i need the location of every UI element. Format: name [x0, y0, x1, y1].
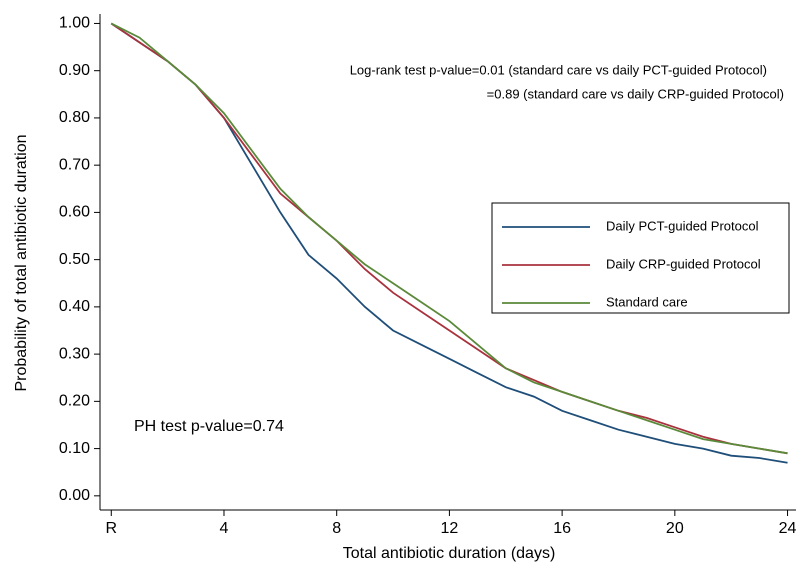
y-tick-label: 0.60	[59, 204, 90, 221]
y-tick-label: 0.10	[59, 440, 90, 457]
annotation: =0.89 (standard care vs daily CRP-guided…	[487, 86, 784, 101]
legend-label: Standard care	[606, 294, 688, 309]
annotation: PH test p-value=0.74	[134, 418, 284, 435]
x-tick-label: 16	[553, 520, 571, 537]
y-tick-label: 0.30	[59, 345, 90, 362]
annotation: Log-rank test p-value=0.01 (standard car…	[350, 62, 767, 77]
y-tick-label: 0.20	[59, 393, 90, 410]
y-tick-label: 0.80	[59, 109, 90, 126]
x-tick-label: 12	[441, 520, 459, 537]
legend-box	[491, 202, 790, 314]
x-tick-label: 24	[779, 520, 797, 537]
series-line	[110, 22, 788, 455]
y-tick-label: 0.90	[59, 62, 90, 79]
x-tick-label: 20	[666, 520, 684, 537]
y-tick-label: 0.70	[59, 156, 90, 173]
y-axis-label: Probability of total antibiotic duration	[13, 134, 30, 391]
y-tick-label: 0.00	[59, 487, 90, 504]
legend-label: Daily CRP-guided Protocol	[606, 256, 761, 271]
series-line	[110, 22, 788, 455]
x-tick-label: R	[105, 520, 117, 537]
x-axis-label: Total antibiotic duration (days)	[343, 545, 556, 562]
y-tick-label: 0.50	[59, 251, 90, 268]
legend-label: Daily PCT-guided Protocol	[606, 218, 759, 233]
x-tick-label: 4	[220, 520, 229, 537]
x-tick-label: 8	[332, 520, 341, 537]
y-tick-label: 0.40	[59, 298, 90, 315]
y-tick-label: 1.00	[59, 15, 90, 32]
